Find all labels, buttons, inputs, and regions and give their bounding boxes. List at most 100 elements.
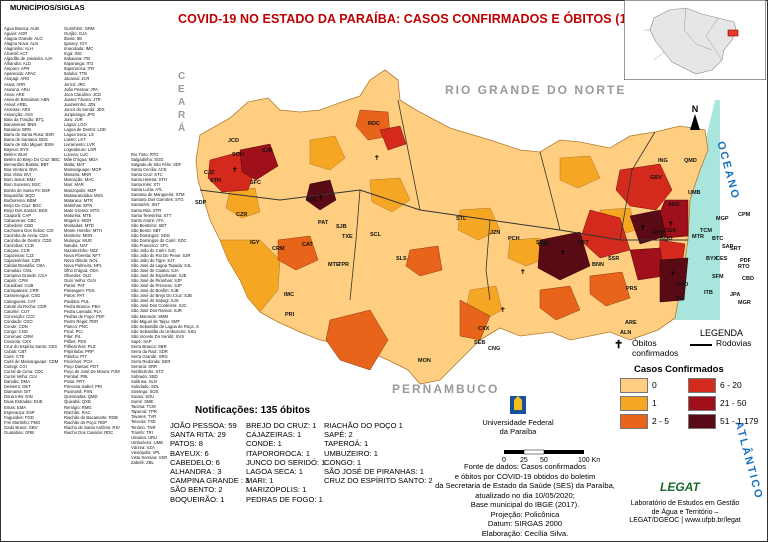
municipios-header: MUNICÍPIOS/SIGLAS [10, 3, 85, 12]
municipio-entry: Itatuba: TTB [64, 71, 87, 77]
municipio-entry: Dona Inês: DIN [4, 394, 33, 400]
municipio-entry: Alagoa Grande: ALG [4, 36, 43, 42]
municipio-entry: Nazarezinho: NZZ [64, 248, 98, 254]
municipio-entry: Areia: ARE [4, 91, 25, 97]
municipio-entry: Nova Olinda: NOL [64, 258, 98, 264]
municipio-entry: São Mamede: SMM [131, 313, 169, 319]
municipio-entry: Camalaú: CML [4, 268, 32, 274]
municipio-entry: Guarabira: GRB [4, 429, 35, 435]
credit-line: Datum: SIRGAS 2000 [487, 519, 563, 528]
municipio-map-label: TPR [338, 262, 349, 268]
municipio-map-label: SOU [232, 152, 244, 158]
municipio-entry: Lastro: LST [64, 137, 86, 143]
notificacoes-col2: BREJO DO CRUZ: 1 CAJAZEIRAS: 1 CONDE: 1 ITA… [246, 421, 325, 504]
notificacao-entry: CAMPINA GRANDE : 3 [170, 476, 250, 486]
municipio-entry: Patos: PAT [64, 293, 85, 299]
municipio-map-label: SFC [250, 180, 261, 186]
municipio-entry: Alcantil: ACT [4, 51, 28, 57]
scalebar: 0 25 50 100 Km [502, 449, 600, 464]
municipio-entry: Riacho de Santo Antônio: RSA [64, 424, 120, 430]
municipio-map-label: CNG [488, 346, 501, 352]
municipio-entry: Cachoeira Dos Índios: CDI [4, 227, 54, 233]
legend-label: 6 - 20 [720, 380, 742, 390]
municipio-map-label: SFM [712, 274, 724, 280]
municipio-entry: Monte Horebe: MTH [64, 227, 102, 233]
municipio-entry: Lucena: LUC [64, 152, 89, 158]
municipio-entry: Vieirópolis: VPL [131, 449, 161, 455]
municipio-map-label: JCD [228, 138, 240, 144]
municipio-entry: Cacimba de Areia: CDA [4, 232, 49, 238]
municipio-entry: Serraria: SRR [131, 363, 158, 369]
municipio-map-label: BTC [712, 236, 724, 242]
municipio-map-label: SSR [608, 256, 620, 262]
municipio-entry: Remígio: RMG [64, 404, 92, 410]
municipio-map-label: MTR [692, 234, 704, 240]
credit-line: atualizado no dia 10/05/2020; [475, 490, 575, 500]
legend-swatch [620, 378, 648, 393]
credit-line: Fonte de dados: Casos confirmados [464, 462, 586, 471]
notificacao-entry: SANTA RITA: 29 [170, 430, 226, 440]
municipio-entry: Pedra Branca: PBA [64, 303, 101, 309]
notificacao-entry: UMBUZEIRO: 1 [324, 448, 379, 458]
municipio-entry: Cuité: CTE [4, 354, 25, 360]
municipio-entry: Livramento: LVR [64, 142, 95, 148]
municipio-entry: Passagem: PSS [64, 288, 95, 294]
municipio-entry: Gado Bravo: GBV [4, 424, 38, 430]
notificacao-entry: LAGOA SECA: 1 [246, 466, 303, 476]
municipio-entry: São João do Cariri: SJC [131, 247, 176, 253]
municipio-map-label: IGY [250, 240, 260, 246]
municipio-entry: Bernardino Batista: BBT [4, 162, 49, 168]
municipio-entry: Lagoa Seca: LS [64, 131, 94, 137]
municipio-map-label: SLS [396, 256, 407, 262]
notificacao-entry: JUNCO DO SERIDÓ: 1 [246, 457, 326, 467]
municipio-entry: Rio Tinto: RTO [131, 152, 159, 157]
municipio-entry: Triunfo: TRI [131, 429, 153, 435]
municipio-entry: Marizópolis: MZP [64, 187, 97, 193]
legend-swatch [688, 414, 716, 429]
municipio-entry: Várzea: VZA [131, 444, 155, 450]
municipio-entry: Montadas: MTD [64, 222, 94, 228]
municipio-entry: São Vicente Do Seridó: SVS [131, 333, 184, 339]
municipio-map-label: SEB [474, 340, 486, 346]
svg-text:✝: ✝ [668, 220, 674, 228]
municipio-entry: Ibiara: IBI [64, 36, 82, 42]
municipio-entry: Desterro: DET [4, 384, 31, 390]
credit-line: e óbitos por COVID-19 obtidos do boletim [454, 471, 596, 481]
municipio-map-label: ALN [620, 330, 632, 336]
municipio-entry: São Miguel de Taipu: SMT [131, 318, 181, 324]
municipio-map-label: BYX [706, 256, 718, 262]
municipio-map-label: JZN [490, 230, 501, 236]
municipio-entry: Pilõezinhos: PLZ [64, 343, 96, 349]
municipio-entry: São José de Piranhas: SJP [131, 278, 182, 284]
municipio-map-label: SOD [536, 240, 548, 246]
municipio-entry: São José de Caiana: SJA [131, 268, 179, 274]
municipio-entry: Diamante: DIT [4, 389, 31, 395]
label-pernambuco: PERNAMBUCO [392, 382, 500, 396]
municipio-map-label: PAT [318, 220, 329, 226]
municipio-entry: Água Branca: AUB [4, 26, 39, 31]
north-arrow: N [688, 104, 702, 130]
municipio-entry: Pedras de Fogo: PDF [64, 313, 105, 319]
municipio-entry: São Domingos: SDG [131, 232, 170, 238]
notificacao-entry: MARIZÓPOLIS: 1 [246, 485, 307, 495]
municipio-entry: Riachão do Poço: RDP [64, 419, 108, 425]
municipio-map-label: PDF [740, 258, 751, 264]
municipio-entry: São João do Rio Do Peixe: SJR [131, 252, 191, 258]
notificacao-entry: JOÃO PESSOA: 59 [170, 421, 237, 430]
municipio-map-label: SRT [730, 246, 741, 252]
municipio-map-label: TXE [342, 234, 353, 240]
paraiba-map: ✝ ✝ ✝ ✝ ✝ ✝ ✝ ✝ ✝ [195, 69, 720, 385]
municipio-entry: Congo: CNG [4, 328, 28, 334]
notificacao-entry: BREJO DO CRUZ: 1 [246, 421, 317, 430]
municipio-entry: Solânea: SLN [131, 379, 157, 385]
municipio-entry: Umbuzeiro: UMB [131, 439, 163, 445]
municipio-map-label: SDP [195, 200, 207, 206]
municipio-entry: Logradouro: LGR [64, 147, 97, 153]
municipio-entry: Marcação: MAC [64, 177, 95, 183]
scale-tick-0: 0 [502, 457, 506, 464]
municipio-map-label: IMC [284, 292, 295, 298]
municipio-entry: Coremas: CRM [4, 333, 33, 339]
municipio-entry: São Bentinho: SBT [131, 222, 167, 228]
municipio-entry: Riachão do Bacamarte: RDB [64, 414, 118, 420]
municipio-entry: Cajazeirinhas: CZR [4, 258, 41, 264]
